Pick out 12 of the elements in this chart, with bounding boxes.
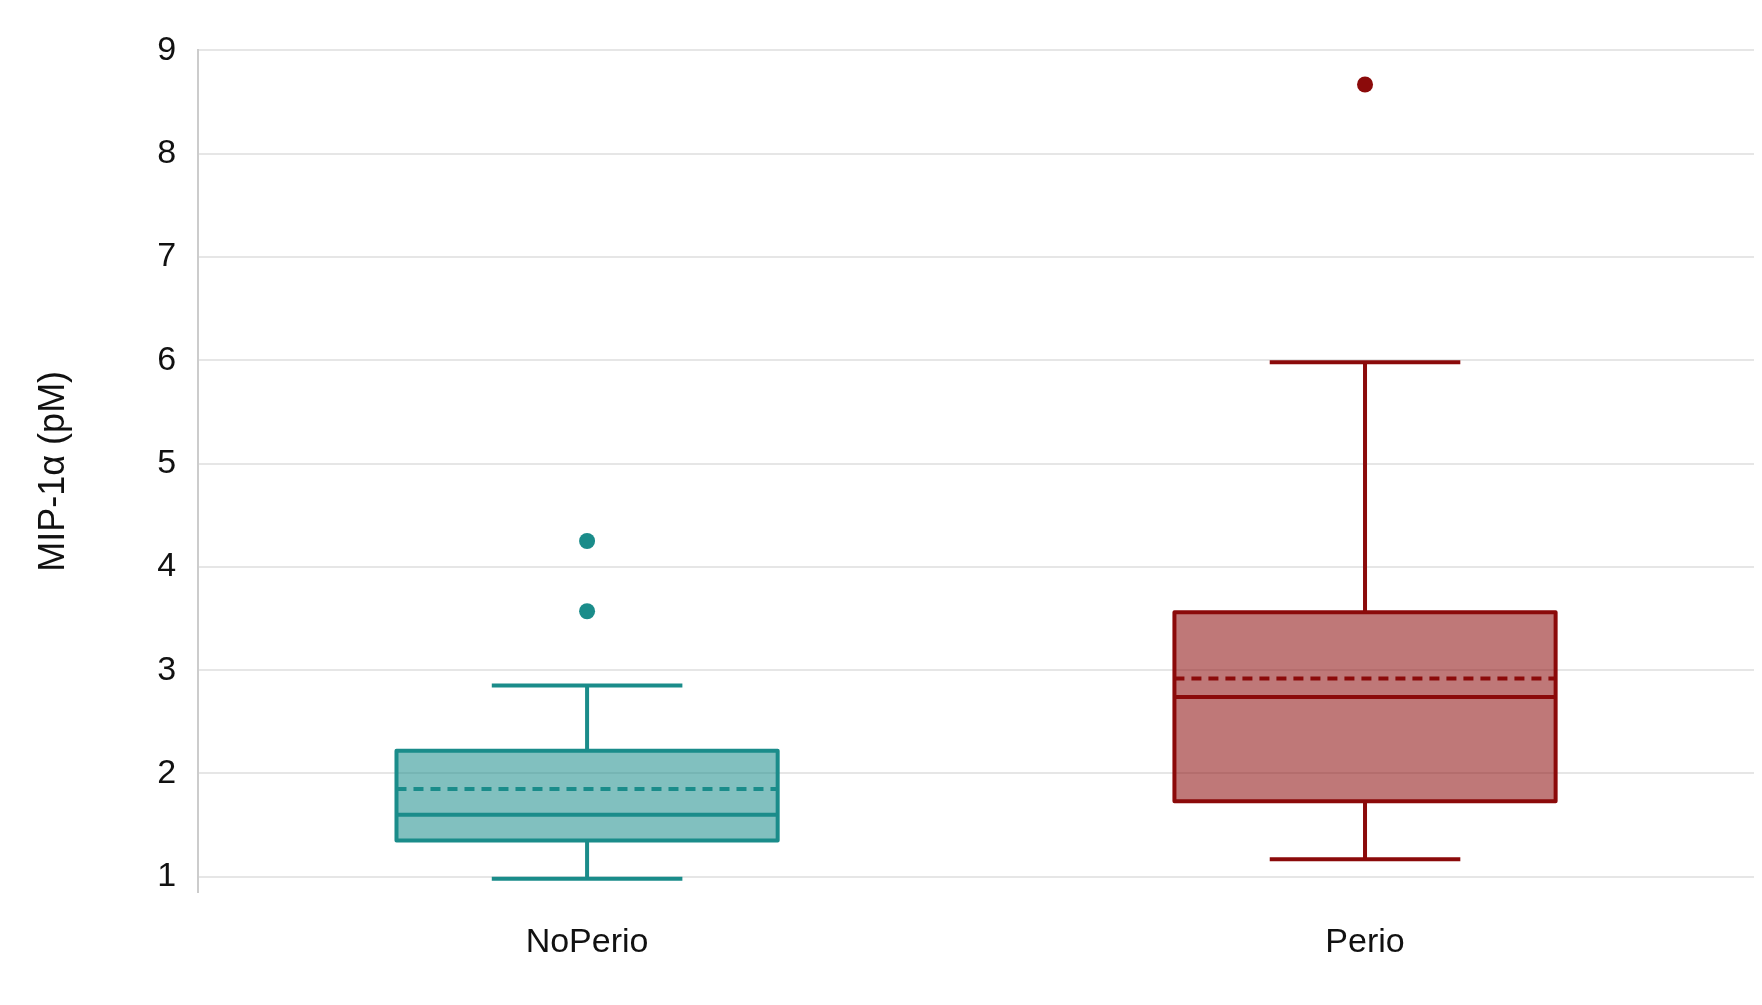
y-tick-label: 2	[157, 751, 177, 790]
y-tick-label: 5	[157, 441, 177, 480]
y-axis-title: MIP-1α (pM)	[30, 370, 72, 572]
y-tick-label: 3	[157, 648, 177, 687]
y-tick-label: 4	[157, 545, 177, 584]
x-tick-label: NoPerio	[525, 920, 649, 959]
y-tick-label: 9	[157, 28, 177, 67]
x-tick-label: Perio	[1325, 920, 1405, 959]
y-tick-label: 7	[157, 235, 177, 274]
y-tick-label: 8	[157, 132, 177, 171]
y-tick-label: 1	[157, 855, 177, 894]
y-tick-label: 6	[157, 338, 177, 377]
